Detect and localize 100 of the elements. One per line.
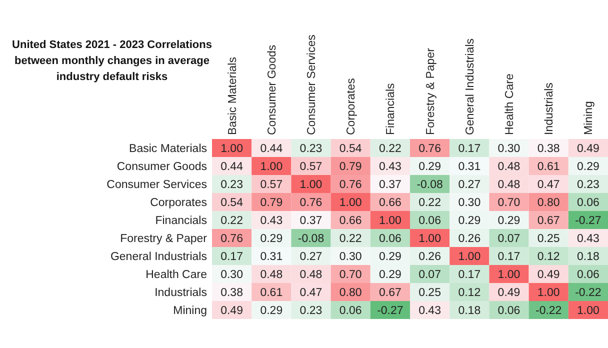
y-tick-label: Basic Materials: [129, 143, 208, 155]
data-label: 0.06: [498, 305, 520, 317]
data-label: 0.67: [537, 215, 560, 227]
data-label: 0.25: [418, 287, 441, 299]
data-label: 0.23: [300, 305, 322, 317]
data-label: 0.43: [418, 305, 441, 317]
x-tick-label: Health Care: [504, 74, 516, 135]
data-label: 0.22: [418, 197, 441, 209]
data-label: 0.29: [498, 215, 520, 227]
x-tick-label: Corporates: [346, 78, 358, 135]
data-label: 0.49: [577, 143, 600, 155]
data-label: 0.48: [300, 269, 322, 281]
data-label: 0.80: [339, 287, 362, 299]
y-tick-label: Mining: [173, 305, 207, 317]
data-label: 0.79: [260, 197, 283, 209]
data-label: 0.17: [498, 251, 520, 263]
data-label: 0.29: [379, 251, 402, 263]
data-label: 0.18: [577, 251, 600, 263]
x-tick-label: Financials: [385, 82, 398, 135]
data-label: 0.67: [379, 287, 402, 299]
x-tick-label: Consumer Services: [306, 34, 318, 135]
data-label: 0.47: [537, 179, 560, 191]
data-label: 0.49: [537, 269, 560, 281]
data-label: 0.17: [458, 143, 481, 155]
data-label: 0.80: [537, 197, 560, 209]
data-label: 0.23: [220, 179, 243, 191]
text: United States 2021 - 2023 Correlations between monthly changes in average industry default risks: [12, 39, 212, 83]
data-label: 0.06: [418, 215, 441, 227]
data-label: 0.49: [220, 305, 243, 317]
data-label: -0.08: [416, 179, 443, 191]
data-label: -0.27: [575, 215, 602, 227]
data-label: 1.00: [260, 161, 283, 173]
data-label: 1.00: [577, 305, 600, 317]
data-label: 0.23: [300, 143, 322, 155]
data-label: -0.22: [575, 287, 602, 299]
x-tick-label: Forestry & Paper: [424, 48, 437, 135]
data-label: 0.57: [300, 161, 322, 173]
data-label: 0.06: [379, 233, 402, 245]
data-label: 0.29: [379, 269, 402, 281]
x-tick-label: Mining: [583, 101, 596, 135]
data-label: 0.06: [577, 197, 600, 209]
data-label: 0.06: [577, 269, 600, 281]
data-label: 0.25: [537, 233, 560, 245]
data-label: 0.43: [379, 161, 402, 173]
data-label: 1.00: [379, 215, 402, 227]
y-tick-label: Industrials: [154, 287, 208, 299]
data-label: 0.61: [260, 287, 283, 299]
data-label: 1.00: [537, 287, 560, 299]
y-tick-label: Consumer Services: [106, 179, 208, 191]
data-label: 1.00: [458, 251, 481, 263]
data-label: -0.22: [535, 305, 562, 317]
data-label: 0.07: [418, 269, 441, 281]
data-label: 0.12: [537, 251, 560, 263]
y-tick-label: Corporates: [150, 197, 208, 209]
data-label: 0.44: [220, 161, 244, 173]
data-label: 0.48: [260, 269, 283, 281]
data-label: 0.49: [498, 287, 520, 299]
data-label: 0.57: [260, 179, 283, 191]
data-label: 0.27: [458, 179, 481, 191]
data-label: -0.08: [298, 233, 324, 245]
data-label: 0.22: [379, 143, 402, 155]
data-label: 0.66: [379, 197, 402, 209]
data-label: 0.70: [498, 197, 520, 209]
data-label: 0.70: [339, 269, 362, 281]
data-label: 0.17: [220, 251, 243, 263]
data-label: 0.76: [339, 179, 362, 191]
data-label: 0.44: [260, 143, 284, 155]
data-label: 0.54: [339, 143, 362, 155]
data-label: -0.27: [377, 305, 404, 317]
y-tick-label: General Industrials: [110, 251, 208, 263]
data-label: 0.30: [220, 269, 243, 281]
data-label: 0.48: [498, 161, 520, 173]
y-tick-label: Consumer Goods: [116, 161, 208, 173]
data-label: 0.37: [300, 215, 322, 227]
data-label: 0.76: [300, 197, 322, 209]
data-label: 0.30: [339, 251, 362, 263]
data-label: 0.54: [220, 197, 244, 209]
data-label: 0.29: [260, 233, 283, 245]
data-label: 0.29: [577, 161, 600, 173]
data-label: 0.38: [537, 143, 560, 155]
data-label: 0.30: [458, 197, 481, 209]
data-label: 0.27: [300, 251, 322, 263]
data-label: 1.00: [300, 179, 322, 191]
data-label: 0.61: [537, 161, 560, 173]
data-label: 0.79: [339, 161, 362, 173]
y-tick-label: Forestry & Paper: [120, 233, 208, 245]
data-label: 1.00: [418, 233, 441, 245]
data-label: 0.22: [339, 233, 362, 245]
data-label: 0.76: [220, 233, 243, 245]
data-label: 1.00: [498, 269, 520, 281]
data-label: 0.07: [498, 233, 520, 245]
data-label: 0.43: [577, 233, 600, 245]
x-tick-label: General Industrials: [464, 38, 476, 135]
data-label: 0.26: [458, 233, 481, 245]
data-label: 0.12: [458, 287, 481, 299]
data-label: 0.29: [260, 305, 283, 317]
data-label: 0.18: [458, 305, 481, 317]
data-label: 0.31: [260, 251, 283, 263]
data-label: 0.22: [220, 215, 243, 227]
data-label: 1.00: [339, 197, 362, 209]
